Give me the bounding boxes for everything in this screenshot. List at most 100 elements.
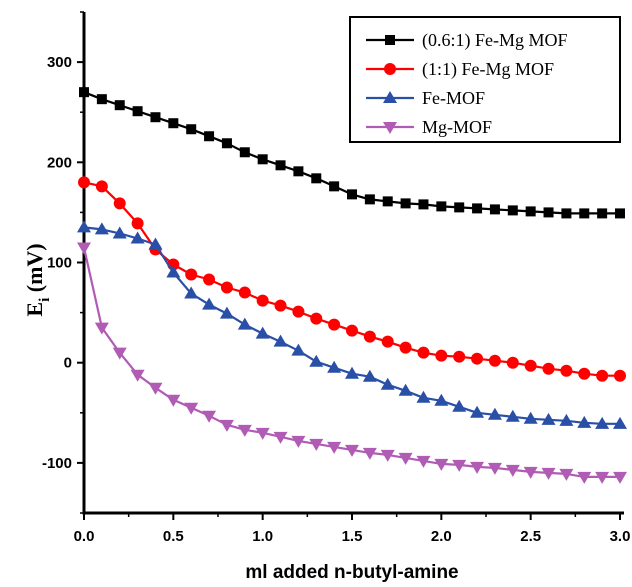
data-point	[470, 461, 485, 474]
legend-entry: Mg-MOF	[366, 117, 492, 137]
legend-entry: Fe-MOF	[366, 88, 485, 108]
data-point	[505, 409, 520, 422]
data-point	[595, 471, 610, 484]
data-point	[559, 468, 574, 481]
data-point	[595, 416, 610, 429]
data-point	[543, 207, 554, 218]
legend-label: Mg-MOF	[422, 117, 492, 137]
x-tick-label: 1.5	[342, 528, 363, 545]
data-point	[418, 199, 429, 210]
y-axis-title-main: E	[22, 302, 47, 317]
data-point	[613, 471, 627, 484]
data-point	[578, 367, 591, 380]
data-point	[400, 198, 411, 209]
data-point	[398, 452, 413, 465]
data-point	[525, 206, 536, 217]
data-point	[559, 413, 574, 426]
data-point	[506, 356, 519, 369]
data-point	[130, 369, 145, 382]
data-point	[454, 202, 465, 213]
data-point	[204, 131, 215, 142]
data-point	[488, 354, 501, 367]
data-point	[487, 407, 502, 420]
legend: (0.6:1) Fe-Mg MOF (1:1) Fe-Mg MOF Fe-MOF Mg…	[349, 16, 621, 143]
data-point	[615, 208, 625, 219]
data-point	[329, 181, 340, 192]
data-point	[434, 393, 449, 406]
legend-label: (0.6:1) Fe-Mg MOF	[422, 30, 568, 51]
data-point	[184, 286, 199, 299]
data-point	[239, 147, 250, 158]
data-point	[185, 268, 198, 281]
x-axis-title: ml added n-butyl-amine	[245, 562, 458, 583]
data-point	[78, 176, 90, 189]
data-point	[257, 154, 268, 165]
data-point	[130, 231, 145, 244]
data-point	[434, 458, 449, 471]
data-point	[220, 281, 233, 294]
data-point	[255, 427, 270, 440]
data-point	[77, 242, 91, 255]
data-point	[453, 350, 466, 363]
data-point	[273, 431, 288, 444]
data-point	[255, 326, 270, 339]
data-point	[237, 317, 252, 330]
data-point	[364, 194, 375, 205]
data-point	[94, 222, 109, 235]
legend-marker	[383, 122, 397, 134]
data-point	[470, 405, 485, 418]
data-point	[596, 369, 609, 382]
data-point	[94, 322, 109, 335]
series-layer	[77, 87, 627, 484]
data-point	[291, 435, 306, 448]
data-point	[452, 459, 467, 472]
y-axis-title-subscript: i	[37, 298, 53, 302]
data-point	[345, 444, 359, 457]
data-point	[150, 112, 161, 123]
data-point	[186, 124, 197, 135]
y-tick-label: -100	[42, 455, 72, 472]
data-point	[507, 205, 518, 216]
data-point	[471, 352, 484, 365]
data-point	[472, 203, 483, 214]
data-point	[219, 306, 234, 319]
data-point	[505, 464, 520, 477]
data-point	[416, 390, 431, 403]
data-point	[597, 208, 608, 219]
data-point	[79, 87, 89, 98]
data-point	[613, 416, 627, 429]
y-axis-title: Ei (mV)	[22, 243, 53, 316]
data-point	[166, 394, 181, 407]
series-line	[82, 247, 620, 478]
data-point	[345, 366, 359, 379]
data-point	[489, 204, 500, 215]
data-point	[112, 347, 127, 360]
data-point	[131, 217, 144, 230]
data-point	[273, 334, 288, 347]
data-point	[256, 294, 269, 307]
data-point	[561, 208, 572, 219]
data-point	[309, 354, 324, 367]
legend-label: Fe-MOF	[422, 88, 485, 108]
data-point	[168, 118, 179, 129]
data-point	[435, 349, 448, 362]
data-point	[577, 471, 592, 484]
data-point	[112, 226, 127, 239]
data-point	[382, 196, 393, 207]
y-axis-title-unit: (mV)	[22, 243, 47, 292]
data-point	[577, 415, 592, 428]
legend-marker	[384, 63, 396, 75]
y-tick-label: 200	[47, 154, 72, 171]
data-point	[148, 237, 163, 250]
data-point	[380, 377, 395, 390]
data-point	[148, 382, 163, 395]
data-point	[523, 466, 538, 479]
x-tick-label: 0.0	[74, 528, 95, 545]
data-point	[523, 411, 538, 424]
legend-entry: (0.6:1) Fe-Mg MOF	[366, 30, 568, 51]
data-point	[579, 208, 590, 219]
series-4	[77, 242, 627, 484]
data-point	[132, 106, 143, 117]
legend-marker	[383, 91, 397, 103]
data-point	[202, 410, 217, 423]
